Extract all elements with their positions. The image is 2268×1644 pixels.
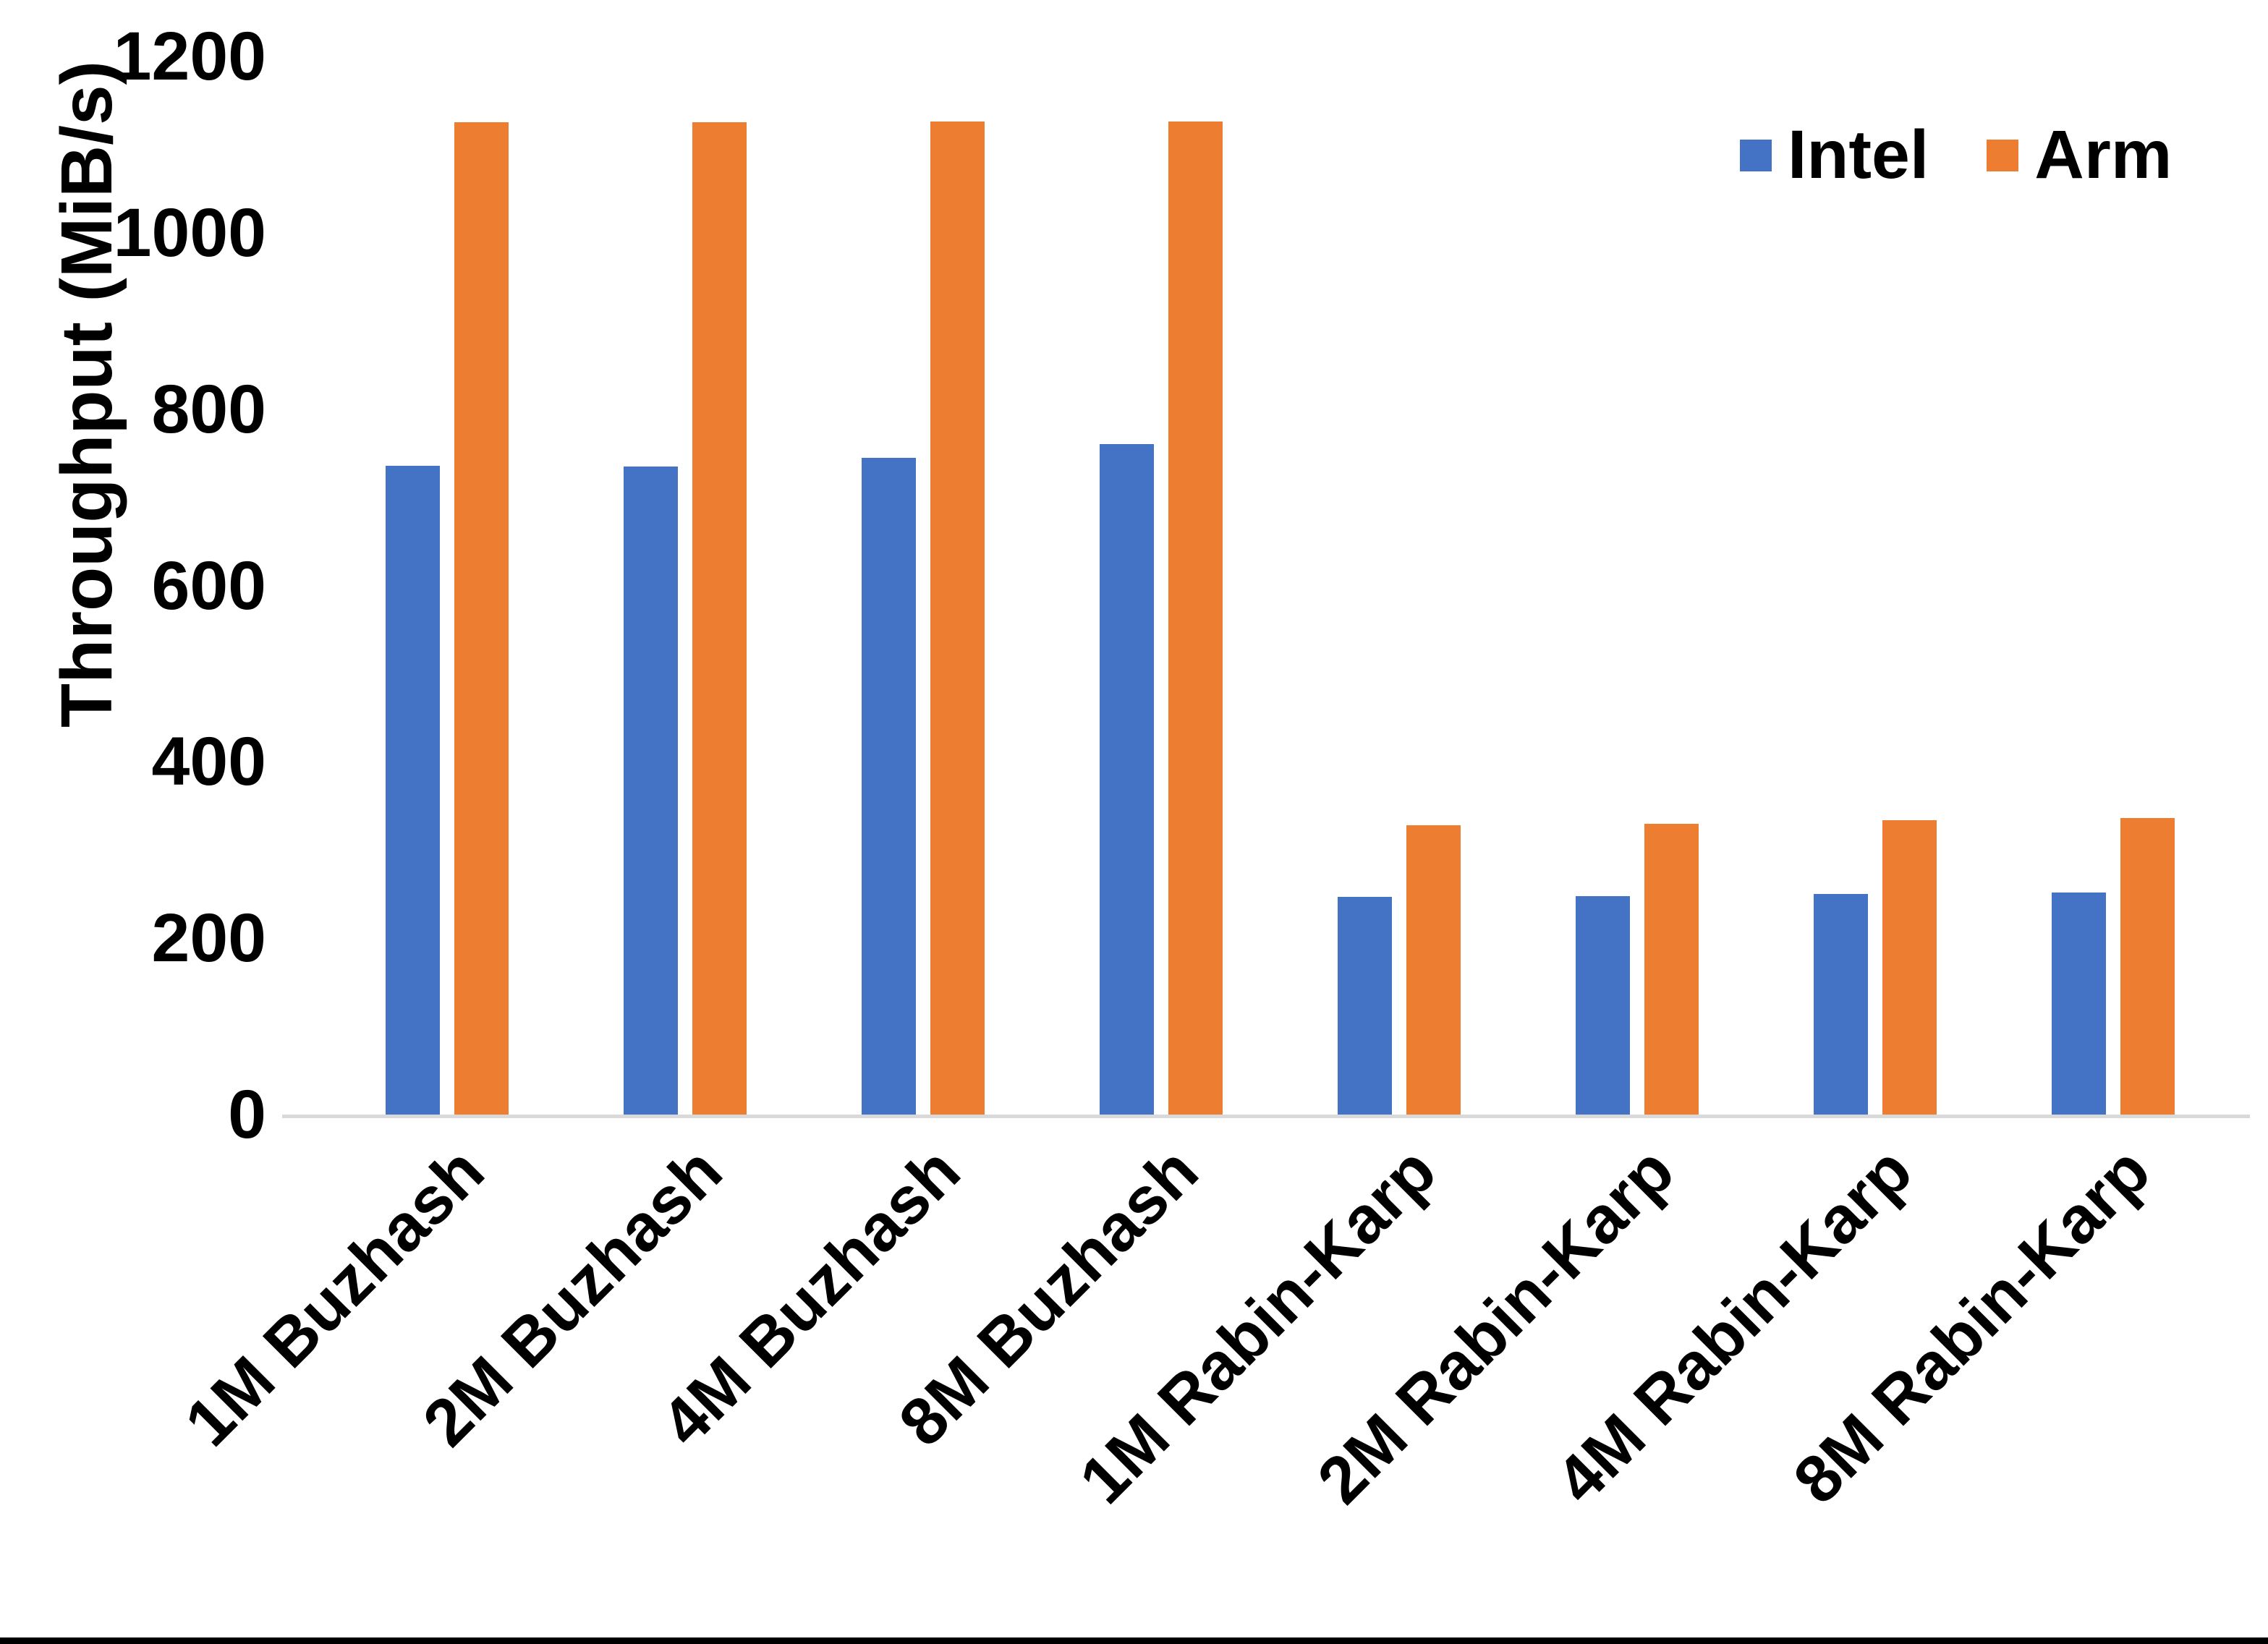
y-tick-label-600: 600 (151, 547, 266, 624)
bar-intel-1m-buzhash (386, 465, 440, 1115)
bar-arm-8m-rabin-karp (2120, 818, 2175, 1115)
bar-arm-8m-buzhash (1168, 122, 1223, 1115)
bar-intel-1m-rabin-karp (1338, 896, 1392, 1115)
bar-arm-1m-rabin-karp (1406, 825, 1461, 1115)
y-tick-label-800: 800 (151, 370, 266, 448)
legend-swatch-intel (1740, 139, 1772, 171)
legend: Intel Arm (1740, 116, 2172, 195)
legend-label-arm: Arm (2034, 116, 2173, 193)
x-axis-line (282, 1115, 2250, 1118)
bar-arm-2m-buzhash (692, 122, 747, 1115)
legend-label-intel: Intel (1788, 116, 1929, 193)
bar-intel-8m-buzhash (1100, 444, 1154, 1115)
legend-swatch-arm (1987, 139, 2019, 171)
bar-arm-4m-rabin-karp (1882, 819, 1937, 1115)
y-tick-label-200: 200 (151, 900, 266, 977)
bar-intel-4m-buzhash (862, 457, 916, 1115)
bar-arm-2m-rabin-karp (1644, 823, 1699, 1115)
bottom-border (0, 1637, 2268, 1644)
y-tick-label-400: 400 (151, 723, 266, 801)
bar-intel-8m-rabin-karp (2052, 892, 2106, 1115)
bar-intel-4m-rabin-karp (1814, 894, 1868, 1115)
y-tick-label-1200: 1200 (113, 18, 266, 95)
y-tick-label-0: 0 (228, 1076, 266, 1153)
bar-intel-2m-rabin-karp (1576, 895, 1630, 1115)
y-tick-label-1000: 1000 (113, 194, 266, 271)
bar-intel-2m-buzhash (624, 466, 678, 1115)
bar-arm-1m-buzhash (454, 122, 509, 1115)
bar-arm-4m-buzhash (930, 122, 985, 1115)
